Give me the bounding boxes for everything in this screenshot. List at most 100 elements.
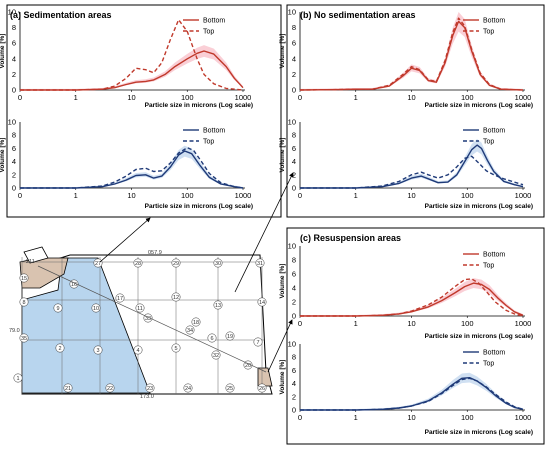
a-bottom-spread-band (20, 145, 243, 188)
c-bottom-y-tick-label: 0 (292, 406, 296, 415)
map-station-marker (255, 258, 265, 268)
map-station-marker (53, 303, 63, 313)
panel-a-box (6, 4, 282, 218)
a-bottom-y-tick-label: 4 (12, 157, 16, 166)
c-top-x-tick-label: 10 (407, 319, 415, 328)
map-station-label: 19 (227, 334, 233, 340)
b-bottom-series-bottom-line (300, 144, 524, 189)
a-bottom-x-label: Particle size in microns (Log scale) (145, 203, 253, 210)
c-top-y-tick-label: 4 (292, 284, 296, 293)
a-top-y-tick-label: 10 (8, 8, 16, 17)
c-bottom-x-label: Particle size in microns (Log scale) (425, 429, 533, 436)
map-station-label: 10 (93, 306, 99, 312)
a-top-x-tick-label: 1000 (235, 93, 252, 102)
b-top-y-tick-label: 6 (292, 39, 296, 48)
c-top-legend-label-bottom: Bottom (483, 252, 505, 259)
map-station-label: 22 (107, 386, 113, 392)
b-bottom-y-tick-label: 0 (292, 184, 296, 193)
c-bottom-y-tick-label: 10 (288, 340, 296, 349)
c-top-y-label: Volume [%] (279, 264, 286, 299)
map-station-label: 8 (22, 300, 25, 306)
panel-b-title: (b) No sedimentation areas (300, 10, 416, 20)
map-station-label: 29 (173, 261, 179, 267)
b-bottom-y-tick-label: 8 (292, 131, 296, 140)
a-bottom-x-tick-label: 10 (127, 191, 135, 200)
map-station-marker (225, 383, 235, 393)
c-bottom-y-tick-label: 8 (292, 353, 296, 362)
map-station-marker (91, 303, 101, 313)
map-grid (21, 257, 264, 394)
panel-c-title: (c) Resuspension areas (300, 233, 401, 243)
a-top-x-label: Particle size in microns (Log scale) (145, 102, 253, 109)
pointer-arrow-c (267, 319, 293, 373)
c-top-series-top-line (300, 278, 524, 317)
map-station-marker (257, 297, 267, 307)
a-bottom-y-tick-label: 10 (8, 118, 16, 127)
b-bottom-y-tick-label: 6 (292, 144, 296, 153)
map-station-label: 16 (71, 282, 77, 288)
b-bottom-y-tick-label: 10 (288, 118, 296, 127)
map-station-marker (253, 337, 263, 347)
map-station-marker (55, 343, 65, 353)
map-station-label: 34 (187, 328, 193, 334)
a-bottom-x-tick-label: 100 (181, 191, 194, 200)
map-station-marker (105, 383, 115, 393)
c-bottom-spread-band (300, 372, 523, 410)
map-station-label: 20 (245, 363, 251, 369)
a-top-x-tick-label: 10 (127, 93, 135, 102)
map-label-left-length: 79.0 (9, 328, 20, 334)
map-station-label: 28 (135, 261, 141, 267)
a-top-legend-label-bottom: Bottom (203, 18, 225, 25)
map-station-label: 5 (174, 346, 177, 352)
b-bottom-x-tick-label: 100 (461, 191, 474, 200)
map-station-label: 35 (21, 336, 27, 342)
map-station-label: 3 (96, 348, 99, 354)
a-bottom-x-tick-label: 0 (18, 191, 22, 200)
map-station-marker (13, 373, 23, 383)
map-label-inlet: 211 (26, 259, 35, 265)
chart-b-bottom: 0 1 10 100 1000 0 2 4 6 8 10 Volume [%] Particle siz… (279, 118, 533, 211)
c-top-legend-label-top: Top (483, 263, 494, 270)
c-bottom-series-top-line (300, 377, 524, 411)
map-station-label: 14 (259, 300, 265, 306)
map-station-marker (133, 345, 143, 355)
b-top-y-tick-label: 0 (292, 86, 296, 95)
b-top-spread-band (300, 12, 523, 90)
a-top-x-tick-label: 100 (181, 93, 194, 102)
b-top-x-tick-label: 1000 (515, 93, 532, 102)
b-bottom-y-tick-label: 2 (292, 170, 296, 179)
a-top-y-tick-label: 8 (12, 23, 16, 32)
a-bottom-series-bottom-line (20, 150, 244, 189)
map-station-label: 2 (58, 346, 61, 352)
map-station-marker (191, 317, 201, 327)
b-top-x-tick-label: 1 (354, 93, 358, 102)
map-station-marker (211, 350, 221, 360)
a-top-y-label: Volume [%] (0, 34, 6, 69)
map-station-label: 24 (185, 386, 191, 392)
pointer-arrow-b (234, 172, 294, 293)
a-bottom-legend-label-top: Top (203, 139, 214, 146)
map-station-marker (133, 258, 143, 268)
b-top-y-tick-label: 2 (292, 70, 296, 79)
b-top-legend-label-top: Top (483, 29, 494, 36)
map-station-marker (213, 300, 223, 310)
map-station-label: 21 (65, 386, 71, 392)
map-label-bottom-width: 173.0 (140, 394, 154, 400)
map-station-label: 7 (256, 340, 259, 346)
c-top-x-tick-label: 100 (461, 319, 474, 328)
a-top-y-tick-label: 2 (12, 70, 16, 79)
c-bottom-x-tick-label: 100 (461, 413, 474, 422)
chart-c-bottom: 0 1 10 100 1000 0 2 4 6 8 10 Volume [%] Particle siz… (279, 340, 533, 437)
map-station-marker (135, 303, 145, 313)
c-bottom-y-tick-label: 2 (292, 392, 296, 401)
c-top-y-tick-label: 10 (288, 242, 296, 251)
map-station-marker (183, 383, 193, 393)
a-bottom-x-tick-label: 1000 (235, 191, 252, 200)
map-station-marker (225, 331, 235, 341)
c-top-x-tick-label: 1000 (515, 319, 532, 328)
panel-c-box (286, 227, 545, 445)
b-top-series-top-line (299, 17, 524, 91)
map-station-label: 1 (16, 376, 19, 382)
